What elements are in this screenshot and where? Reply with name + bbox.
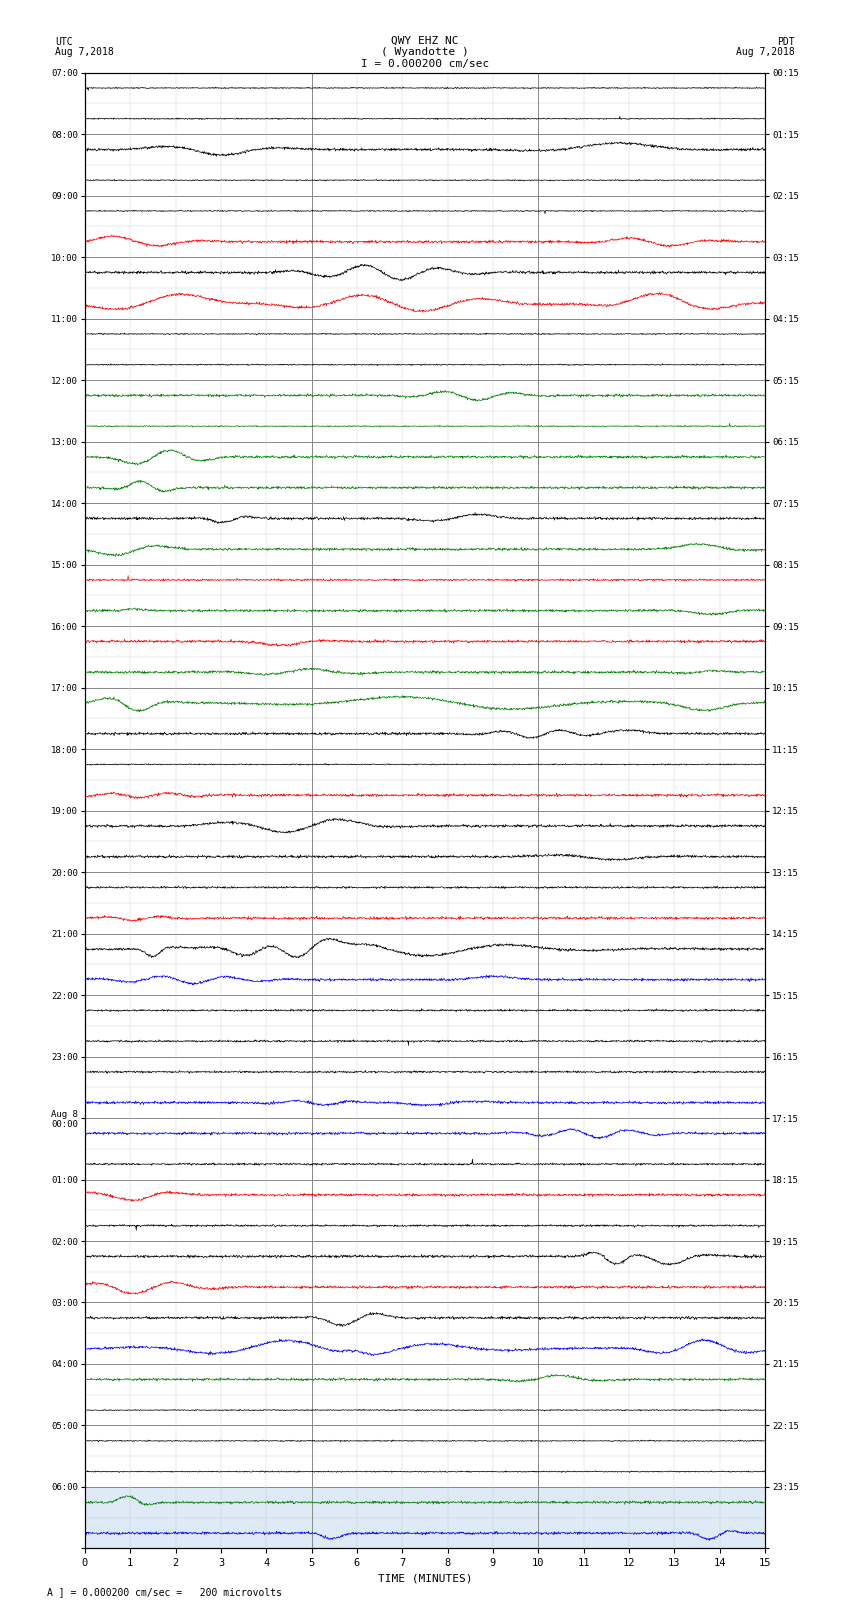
- Text: Aug 7,2018: Aug 7,2018: [55, 47, 114, 56]
- Text: UTC: UTC: [55, 37, 73, 47]
- Text: Aug 7,2018: Aug 7,2018: [736, 47, 795, 56]
- Title: QWY EHZ NC
( Wyandotte )
I = 0.000200 cm/sec: QWY EHZ NC ( Wyandotte ) I = 0.000200 cm…: [361, 35, 489, 69]
- X-axis label: TIME (MINUTES): TIME (MINUTES): [377, 1574, 473, 1584]
- Text: A ] = 0.000200 cm/sec =   200 microvolts: A ] = 0.000200 cm/sec = 200 microvolts: [47, 1587, 281, 1597]
- Bar: [85, 1487, 765, 1548]
- Text: PDT: PDT: [777, 37, 795, 47]
